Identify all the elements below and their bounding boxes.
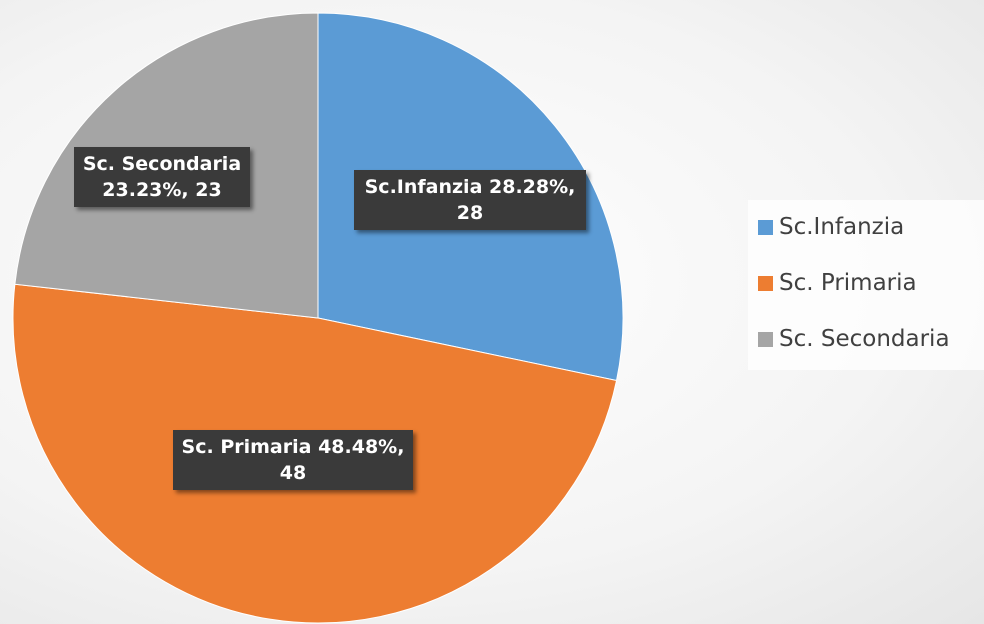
legend-item: Sc. Secondaria bbox=[758, 326, 950, 352]
legend-swatch bbox=[758, 219, 773, 235]
legend-label: Sc. Primaria bbox=[779, 270, 917, 296]
data-label: Sc.Infanzia 28.28%, 28 bbox=[354, 170, 586, 230]
legend-swatch bbox=[758, 275, 773, 291]
data-label: Sc. Secondaria 23.23%, 23 bbox=[74, 147, 250, 207]
legend-item: Sc. Primaria bbox=[758, 270, 917, 296]
legend-item: Sc.Infanzia bbox=[758, 214, 904, 240]
data-label: Sc. Primaria 48.48%, 48 bbox=[173, 430, 413, 490]
legend-label: Sc. Secondaria bbox=[779, 326, 950, 352]
legend-label: Sc.Infanzia bbox=[779, 214, 905, 240]
legend: Sc.Infanzia Sc. Primaria Sc. Secondaria bbox=[748, 200, 984, 370]
legend-swatch bbox=[758, 331, 773, 347]
